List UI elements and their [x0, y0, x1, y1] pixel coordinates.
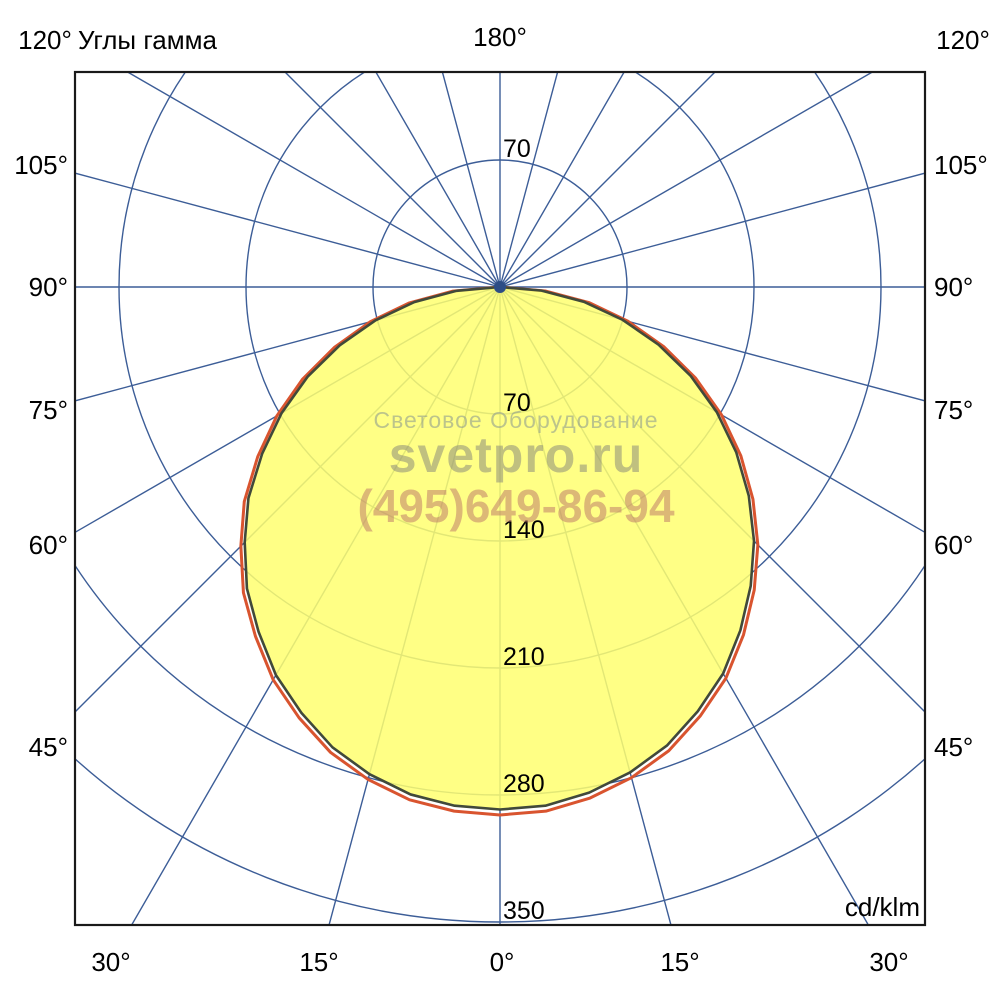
grid-ray [499, 72, 559, 288]
left-tick-105: 105° [14, 150, 68, 180]
right-tick-75: 75° [934, 395, 974, 425]
grid-ray [499, 172, 925, 288]
grid-ray [499, 72, 716, 288]
page-title: Углы гамма [78, 25, 217, 55]
grid-ray [284, 72, 501, 288]
ring-label: 280 [503, 770, 545, 798]
plot-frame [73, 70, 927, 927]
right-tick-45: 45° [934, 732, 974, 762]
polar-origin-dot [494, 281, 506, 293]
left-tick-90: 90° [28, 272, 68, 302]
intensity-curves [239, 285, 760, 817]
bottom-tick-15-left: 15° [299, 947, 339, 977]
bottom-tick-30-left: 30° [91, 947, 131, 977]
left-tick-75: 75° [28, 395, 68, 425]
corner-label-top-right: 120° [936, 25, 990, 55]
ring-label: 350 [503, 897, 545, 925]
corner-label-top-left: 120° [18, 25, 72, 55]
grid-ray [499, 286, 925, 402]
right-tick-90: 90° [934, 272, 974, 302]
ring-label: 70 [503, 389, 531, 417]
bottom-tick-30-right: 30° [869, 947, 909, 977]
left-tick-60: 60° [28, 530, 68, 560]
curve-c90-c270 [243, 285, 756, 811]
ring-label: 140 [503, 516, 545, 544]
grid-ray [75, 172, 501, 288]
left-tick-45: 45° [28, 732, 68, 762]
unit-label: cd/klm [844, 892, 920, 922]
curve-c0-c180 [239, 285, 760, 817]
right-tick-105: 105° [934, 150, 988, 180]
right-tick-60: 60° [934, 530, 974, 560]
grid-ray [499, 72, 874, 288]
ring-label: 210 [503, 643, 545, 671]
bottom-tick-15-right: 15° [660, 947, 700, 977]
ring-labels: 70 140 210 280 350 70 [503, 135, 545, 925]
bottom-tick-0: 0° [489, 947, 515, 977]
ring-label: 70 [503, 135, 531, 163]
grid-ray [75, 286, 501, 402]
grid-ray [499, 286, 925, 534]
grid-ray [75, 286, 501, 534]
axis-label-180: 180° [473, 22, 527, 52]
grid-ray [126, 72, 501, 288]
